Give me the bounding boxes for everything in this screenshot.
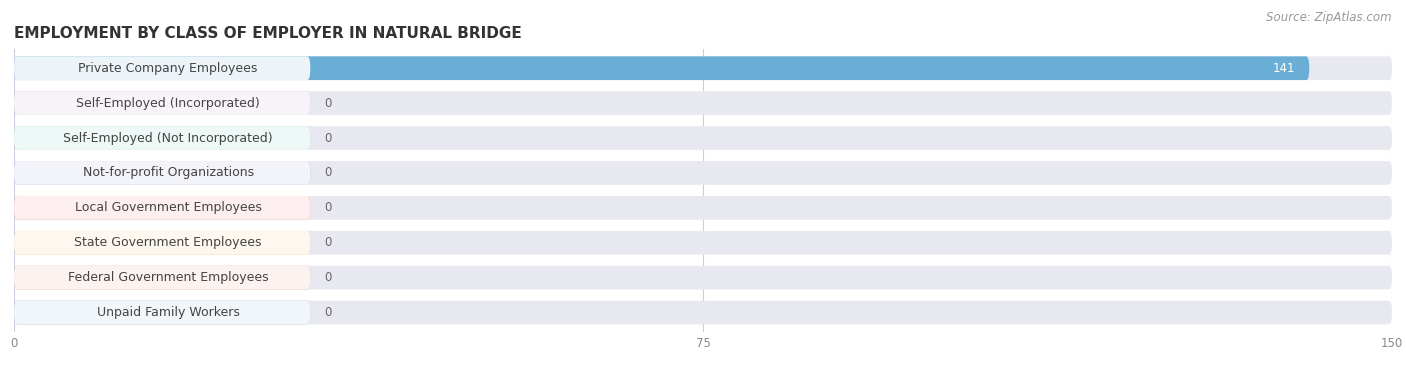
- FancyBboxPatch shape: [14, 126, 311, 150]
- FancyBboxPatch shape: [14, 91, 311, 115]
- FancyBboxPatch shape: [14, 126, 1392, 150]
- FancyBboxPatch shape: [14, 231, 311, 254]
- FancyBboxPatch shape: [14, 161, 1392, 185]
- Text: Self-Employed (Not Incorporated): Self-Employed (Not Incorporated): [63, 132, 273, 144]
- FancyBboxPatch shape: [14, 196, 311, 220]
- Text: 0: 0: [325, 132, 332, 144]
- Text: Unpaid Family Workers: Unpaid Family Workers: [97, 306, 239, 319]
- FancyBboxPatch shape: [14, 91, 311, 115]
- Text: 0: 0: [325, 306, 332, 319]
- FancyBboxPatch shape: [14, 161, 311, 185]
- FancyBboxPatch shape: [14, 301, 1392, 325]
- FancyBboxPatch shape: [14, 196, 1392, 220]
- FancyBboxPatch shape: [14, 56, 311, 80]
- Text: 0: 0: [325, 97, 332, 110]
- FancyBboxPatch shape: [14, 91, 1392, 115]
- Text: State Government Employees: State Government Employees: [75, 236, 262, 249]
- Text: EMPLOYMENT BY CLASS OF EMPLOYER IN NATURAL BRIDGE: EMPLOYMENT BY CLASS OF EMPLOYER IN NATUR…: [14, 26, 522, 41]
- Text: 0: 0: [325, 201, 332, 215]
- Text: Not-for-profit Organizations: Not-for-profit Organizations: [83, 166, 253, 179]
- Text: 0: 0: [325, 166, 332, 179]
- Text: Self-Employed (Incorporated): Self-Employed (Incorporated): [76, 97, 260, 110]
- Text: Local Government Employees: Local Government Employees: [75, 201, 262, 215]
- FancyBboxPatch shape: [14, 266, 311, 290]
- Text: Private Company Employees: Private Company Employees: [79, 62, 257, 75]
- Text: Federal Government Employees: Federal Government Employees: [67, 271, 269, 284]
- FancyBboxPatch shape: [14, 266, 1392, 290]
- FancyBboxPatch shape: [14, 301, 311, 325]
- FancyBboxPatch shape: [14, 56, 1392, 80]
- FancyBboxPatch shape: [14, 301, 311, 325]
- FancyBboxPatch shape: [14, 196, 311, 220]
- FancyBboxPatch shape: [14, 56, 1309, 80]
- FancyBboxPatch shape: [14, 266, 311, 290]
- FancyBboxPatch shape: [14, 126, 311, 150]
- Text: 0: 0: [325, 236, 332, 249]
- FancyBboxPatch shape: [14, 231, 1392, 254]
- Text: 141: 141: [1272, 62, 1295, 75]
- Text: 0: 0: [325, 271, 332, 284]
- FancyBboxPatch shape: [14, 231, 311, 254]
- Text: Source: ZipAtlas.com: Source: ZipAtlas.com: [1267, 11, 1392, 24]
- FancyBboxPatch shape: [14, 161, 311, 185]
